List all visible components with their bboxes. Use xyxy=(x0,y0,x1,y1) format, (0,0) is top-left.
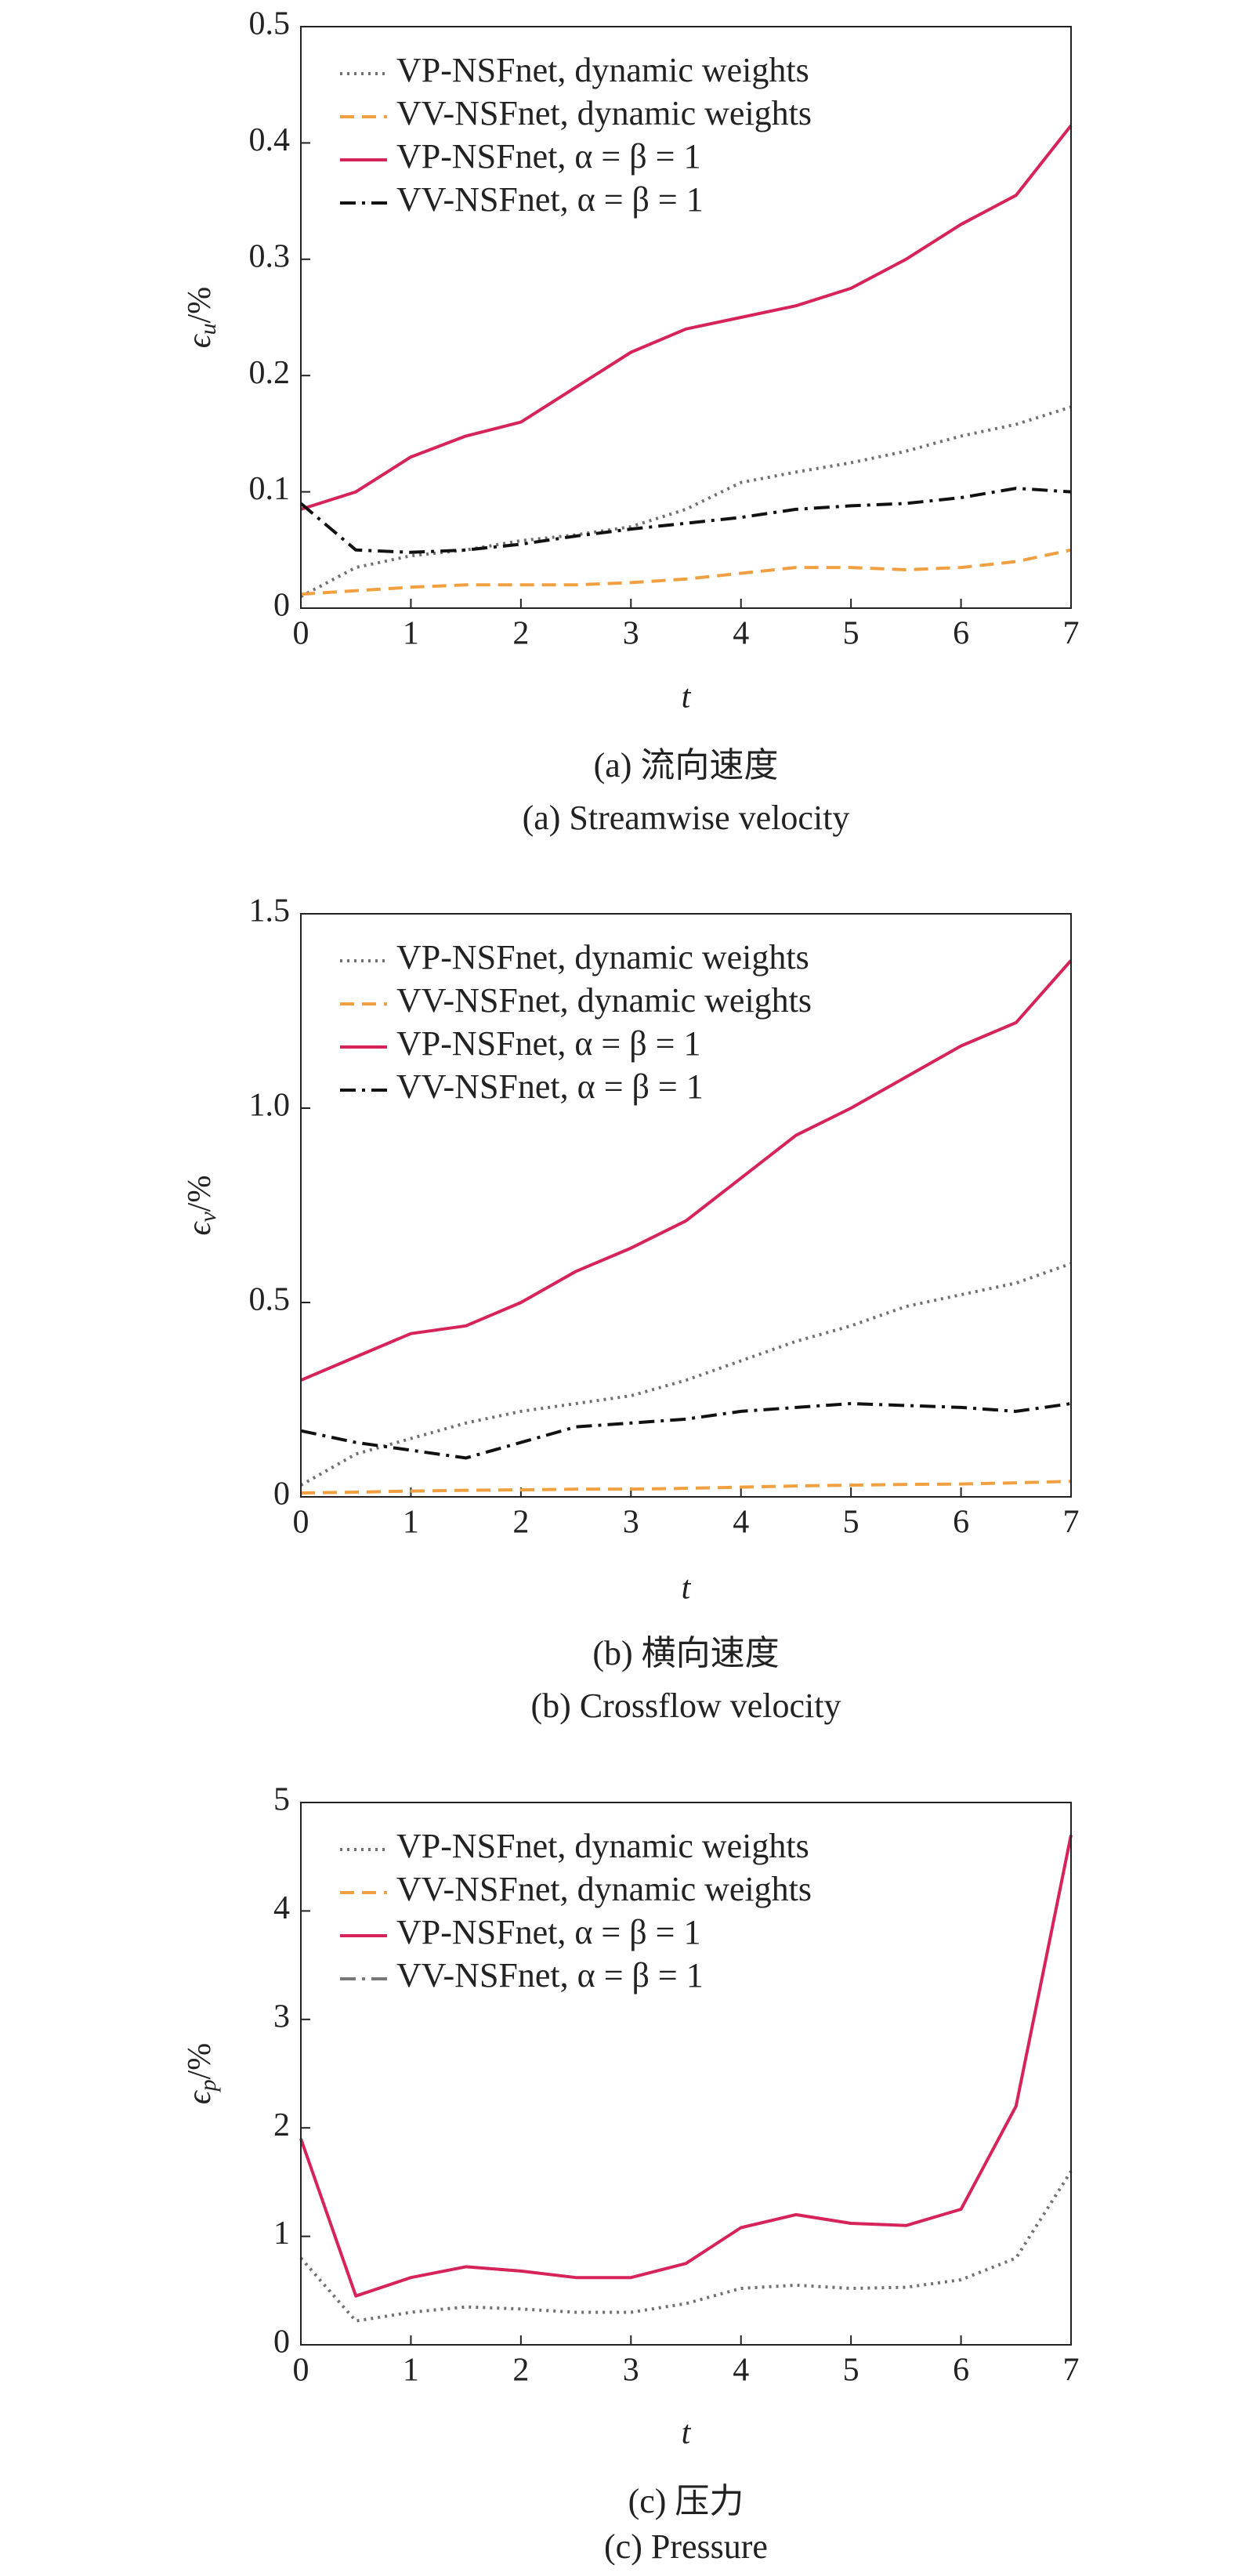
x-axis-label: t xyxy=(682,2415,692,2451)
series-line xyxy=(299,1835,1073,2298)
x-tick-label: 0 xyxy=(293,2353,309,2389)
series-line xyxy=(300,959,1073,1382)
legend-label: VV-NSFnet, α = β = 1 xyxy=(396,1067,704,1106)
y-label-sub: v xyxy=(195,1212,221,1223)
legend-label: VV-NSFnet, dynamic weights xyxy=(396,94,812,132)
caption: (c) Pressure xyxy=(604,2527,768,2566)
series-line xyxy=(300,1402,1072,1460)
legend-label: VP-NSFnet, dynamic weights xyxy=(396,938,809,976)
x-tick-label: 3 xyxy=(623,616,639,652)
y-label-symbol: ϵ xyxy=(182,333,218,348)
x-tick-label: 6 xyxy=(953,2353,969,2389)
x-tick-label: 3 xyxy=(623,2353,639,2389)
y-label-sub: u xyxy=(195,323,221,335)
caption: (c) 压力 xyxy=(628,2482,744,2520)
legend-label: VV-NSFnet, α = β = 1 xyxy=(396,1956,704,1994)
series-line xyxy=(300,548,1072,596)
x-tick-label: 4 xyxy=(733,616,749,652)
x-tick-label: 5 xyxy=(843,2353,859,2389)
panel: 0 1 2 3 4 5 0 1 2 3 4 5 6 7 VP-NSFnet, dynamic weights… xyxy=(182,1782,1080,2566)
y-axis-label: ϵp/% xyxy=(182,2043,221,2105)
y-label-symbol: ϵ xyxy=(182,2089,218,2104)
y-tick-label: 0 xyxy=(273,1476,290,1513)
series-line xyxy=(300,1480,1072,1495)
x-tick-label: 0 xyxy=(293,616,309,652)
y-axis-label: ϵu/% xyxy=(182,287,221,349)
y-tick-label: 4 xyxy=(273,1890,290,1926)
y-tick-label: 0.2 xyxy=(249,355,291,391)
x-tick-label: 1 xyxy=(403,2353,419,2389)
plot-frame xyxy=(300,26,1072,609)
y-tick-label: 3 xyxy=(273,1998,290,2034)
plot-frame xyxy=(300,913,1072,1498)
panel: 0 0.5 1.0 1.5 0 1 2 3 4 5 6 7 VP-NSFnet, dynamic wei… xyxy=(182,893,1080,1725)
legend-label: VP-NSFnet, α = β = 1 xyxy=(396,137,700,176)
panel: 0 0.1 0.2 0.3 0.4 0.5 0 1 2 3 4 5 6 7 VP-NSFnet, dynam… xyxy=(182,6,1080,837)
series-line xyxy=(300,1262,1072,1487)
x-tick-label: 5 xyxy=(843,1505,859,1541)
x-tick-label: 7 xyxy=(1063,616,1080,652)
legend-label: VV-NSFnet, dynamic weights xyxy=(396,981,812,1020)
y-tick-label: 1.5 xyxy=(249,893,291,929)
y-tick-label: 1.0 xyxy=(249,1088,291,1124)
y-label-symbol: ϵ xyxy=(182,1220,218,1235)
x-tick-label: 2 xyxy=(512,2353,529,2389)
y-tick-label: 2 xyxy=(273,2107,290,2143)
x-tick-label: 2 xyxy=(512,1505,529,1541)
x-tick-label: 5 xyxy=(843,616,859,652)
series-line xyxy=(299,487,1072,554)
caption: (b) Crossflow velocity xyxy=(531,1687,841,1725)
x-axis-label: t xyxy=(682,679,692,716)
x-tick-label: 7 xyxy=(1063,2353,1080,2389)
legend-label: VP-NSFnet, α = β = 1 xyxy=(396,1913,700,1951)
y-tick-label: 0 xyxy=(273,588,290,624)
y-tick-label: 1 xyxy=(273,2216,290,2252)
y-label-sub: p xyxy=(195,2079,221,2092)
series-line xyxy=(299,2170,1073,2323)
legend-label: VP-NSFnet, α = β = 1 xyxy=(396,1024,700,1063)
x-tick-label: 7 xyxy=(1063,1505,1080,1541)
y-tick-label: 0.5 xyxy=(249,1282,291,1318)
legend-label: VV-NSFnet, dynamic weights xyxy=(396,1870,812,1908)
x-tick-label: 4 xyxy=(733,1505,749,1541)
x-axis-label: t xyxy=(682,1571,692,1607)
x-tick-label: 0 xyxy=(293,1505,309,1541)
y-tick-label: 0.3 xyxy=(249,238,291,274)
y-tick-label: 0.4 xyxy=(249,122,291,158)
plot-frame xyxy=(300,1802,1072,2346)
y-label-unit: /% xyxy=(182,2043,218,2080)
y-tick-label: 0.1 xyxy=(249,471,291,507)
y-label-unit: /% xyxy=(182,1176,218,1212)
legend-label: VP-NSFnet, dynamic weights xyxy=(396,51,809,89)
series-line xyxy=(300,124,1073,511)
y-axis-label: ϵv/% xyxy=(182,1176,221,1236)
x-tick-label: 1 xyxy=(403,616,419,652)
caption: (b) 横向速度 xyxy=(592,1634,779,1672)
legend-label: VP-NSFnet, dynamic weights xyxy=(396,1827,809,1865)
x-tick-label: 6 xyxy=(953,616,969,652)
y-tick-label: 0.5 xyxy=(249,6,291,42)
x-tick-label: 6 xyxy=(953,1505,969,1541)
y-tick-label: 0 xyxy=(273,2324,290,2360)
caption: (a) Streamwise velocity xyxy=(523,799,850,837)
x-tick-label: 1 xyxy=(403,1505,419,1541)
caption: (a) 流向速度 xyxy=(594,746,779,784)
y-tick-label: 5 xyxy=(273,1782,290,1818)
x-tick-label: 3 xyxy=(623,1505,639,1541)
y-label-unit: /% xyxy=(182,287,218,324)
x-tick-label: 4 xyxy=(733,2353,749,2389)
x-tick-label: 2 xyxy=(512,616,529,652)
series-line xyxy=(300,405,1072,598)
legend-label: VV-NSFnet, α = β = 1 xyxy=(396,180,704,219)
